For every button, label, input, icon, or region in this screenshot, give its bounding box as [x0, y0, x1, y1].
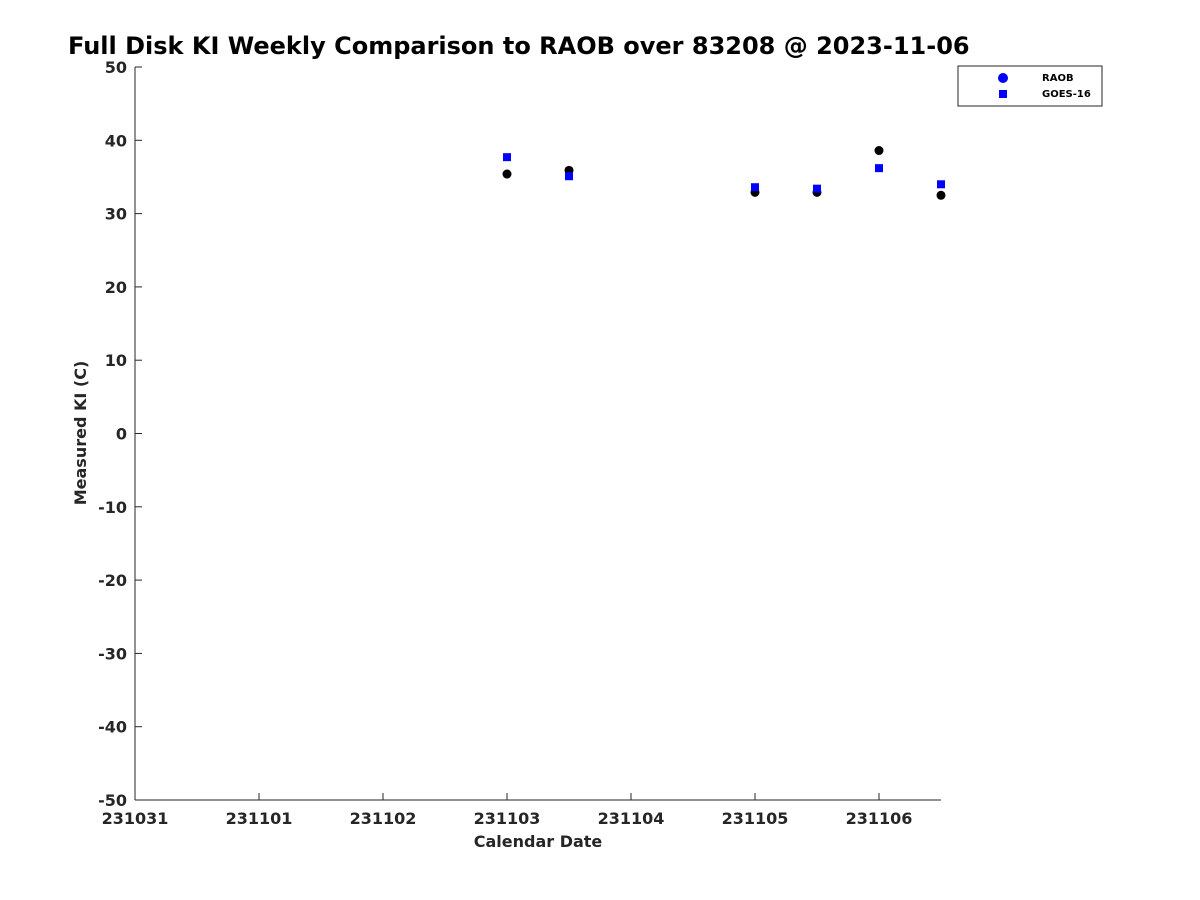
legend-goes16-marker [999, 90, 1007, 98]
raob-point [874, 146, 884, 156]
y-tick-label: -30 [98, 644, 127, 663]
x-ticks: 231031 231101 231102 231103 231104 231105 2311… [102, 793, 913, 828]
legend: RAOB GOES-16 [957, 65, 1103, 107]
y-tick-label: 10 [105, 351, 127, 370]
y-tick-label: -20 [98, 571, 127, 590]
goes-16-point [565, 172, 573, 181]
raob-point [502, 169, 512, 179]
x-tick-label: 231031 [102, 809, 169, 828]
y-ticks: 50 40 30 20 10 0 -10 -20 -30 -40 -50 [98, 58, 142, 810]
legend-raob-marker [998, 73, 1008, 83]
y-tick-label: 40 [105, 131, 127, 150]
y-tick-label: 30 [105, 205, 127, 224]
x-tick-label: 231104 [598, 809, 665, 828]
x-axis-label: Calendar Date [474, 832, 603, 851]
y-axis-label: Measured KI (C) [71, 361, 90, 506]
x-tick-label: 231102 [350, 809, 417, 828]
goes-16-point [503, 153, 511, 162]
raob-point [936, 190, 946, 200]
axes [134, 67, 941, 801]
x-tick-label: 231103 [474, 809, 541, 828]
goes-16-point [751, 183, 759, 192]
y-tick-label: 20 [105, 278, 127, 297]
x-tick-label: 231101 [226, 809, 293, 828]
x-tick-label: 231106 [846, 809, 913, 828]
y-tick-label: -40 [98, 718, 127, 737]
goes-16-point [813, 184, 821, 193]
legend-goes16-label: GOES-16 [1042, 89, 1091, 100]
goes-16-point [875, 164, 883, 173]
goes-16-point [937, 180, 945, 189]
legend-raob-label: RAOB [1042, 73, 1074, 84]
y-tick-label: -10 [98, 498, 127, 517]
legend-box [957, 65, 1103, 107]
y-tick-label: 0 [116, 425, 127, 444]
x-tick-label: 231105 [722, 809, 789, 828]
y-tick-label: 50 [105, 58, 127, 77]
chart-title: Full Disk KI Weekly Comparison to RAOB o… [68, 32, 970, 60]
data-points [502, 146, 946, 200]
y-tick-label: -50 [98, 791, 127, 810]
